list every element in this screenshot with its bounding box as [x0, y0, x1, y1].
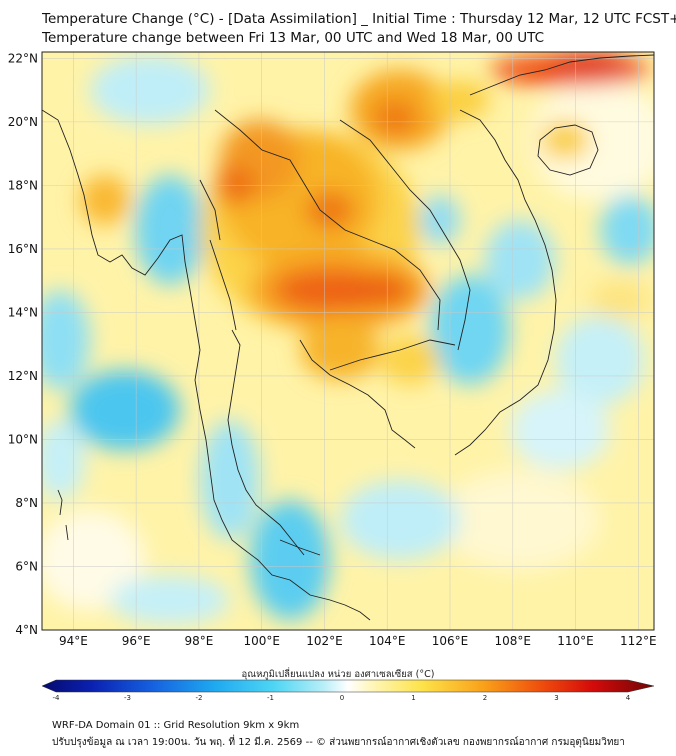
coastline-vietnam: [454, 109, 557, 456]
border-cambodia: [329, 339, 456, 371]
lat-label: 4°N: [15, 623, 38, 637]
lat-label: 6°N: [15, 559, 38, 573]
chart-title: Temperature Change (°C) - [Data Assimila…: [42, 11, 676, 27]
lat-label: 20°N: [8, 115, 38, 129]
temperature-field: [42, 52, 654, 630]
lon-label: 104°E: [369, 634, 406, 648]
border-laos-vietnam: [339, 119, 471, 351]
lon-label: 100°E: [243, 634, 280, 648]
colorbar-tick: 3: [554, 694, 558, 702]
colorbar-tick: -4: [53, 694, 61, 702]
lon-label: 98°E: [184, 634, 213, 648]
lat-label: 8°N: [15, 496, 38, 510]
lat-label: 18°N: [8, 178, 38, 192]
andaman-islands: [57, 489, 69, 541]
coastline-china: [469, 54, 654, 96]
colorbar-tick: 1: [411, 694, 415, 702]
colorbar-label: อุณหภูมิเปลี่ยนแปลง หน่วย องศาเซลเซียส (…: [241, 669, 435, 680]
map-frame: [41, 51, 655, 631]
latitude-labels: 22°N 20°N 18°N 16°N 14°N 12°N 10°N 8°N 6°N 4°N: [8, 51, 38, 637]
coastline-myanmar-west: [42, 109, 371, 621]
lat-label: 22°N: [8, 51, 38, 65]
lat-label: 14°N: [8, 305, 38, 319]
hainan-island: [537, 124, 599, 176]
colorbar-bar: [41, 679, 655, 693]
coastline-gulf-thailand: [227, 329, 416, 556]
lat-label: 12°N: [8, 369, 38, 383]
lon-label: 112°E: [620, 634, 657, 648]
border-thailand-myanmar: [199, 109, 441, 331]
lon-label: 106°E: [432, 634, 469, 648]
lon-label: 102°E: [306, 634, 343, 648]
colorbar: -4 -3 -2 -1 0 1 2 3 4: [41, 679, 655, 702]
longitude-labels: 94°E 96°E 98°E 100°E 102°E 104°E 106°E 108°E 110…: [59, 634, 657, 648]
boundaries: [42, 54, 654, 621]
lon-label: 96°E: [122, 634, 151, 648]
lon-label: 94°E: [59, 634, 88, 648]
lat-label: 10°N: [8, 432, 38, 446]
colorbar-tick: -2: [196, 694, 203, 702]
chart-subtitle: Temperature change between Fri 13 Mar, 0…: [42, 30, 545, 46]
lon-label: 110°E: [557, 634, 594, 648]
colorbar-tick: 2: [483, 694, 487, 702]
colorbar-tick: -3: [124, 694, 131, 702]
border-malaysia: [279, 539, 321, 556]
lat-label: 16°N: [8, 242, 38, 256]
lon-label: 108°E: [495, 634, 532, 648]
footer-credit: ปรับปรุงข้อมูล ณ เวลา 19:00น. วัน พฤ. ที…: [52, 737, 625, 748]
footer-model-info: WRF-DA Domain 01 :: Grid Resolution 9km …: [52, 720, 300, 731]
colorbar-tick: 0: [340, 694, 344, 702]
colorbar-tick: 4: [626, 694, 631, 702]
colorbar-tick: -1: [267, 694, 274, 702]
